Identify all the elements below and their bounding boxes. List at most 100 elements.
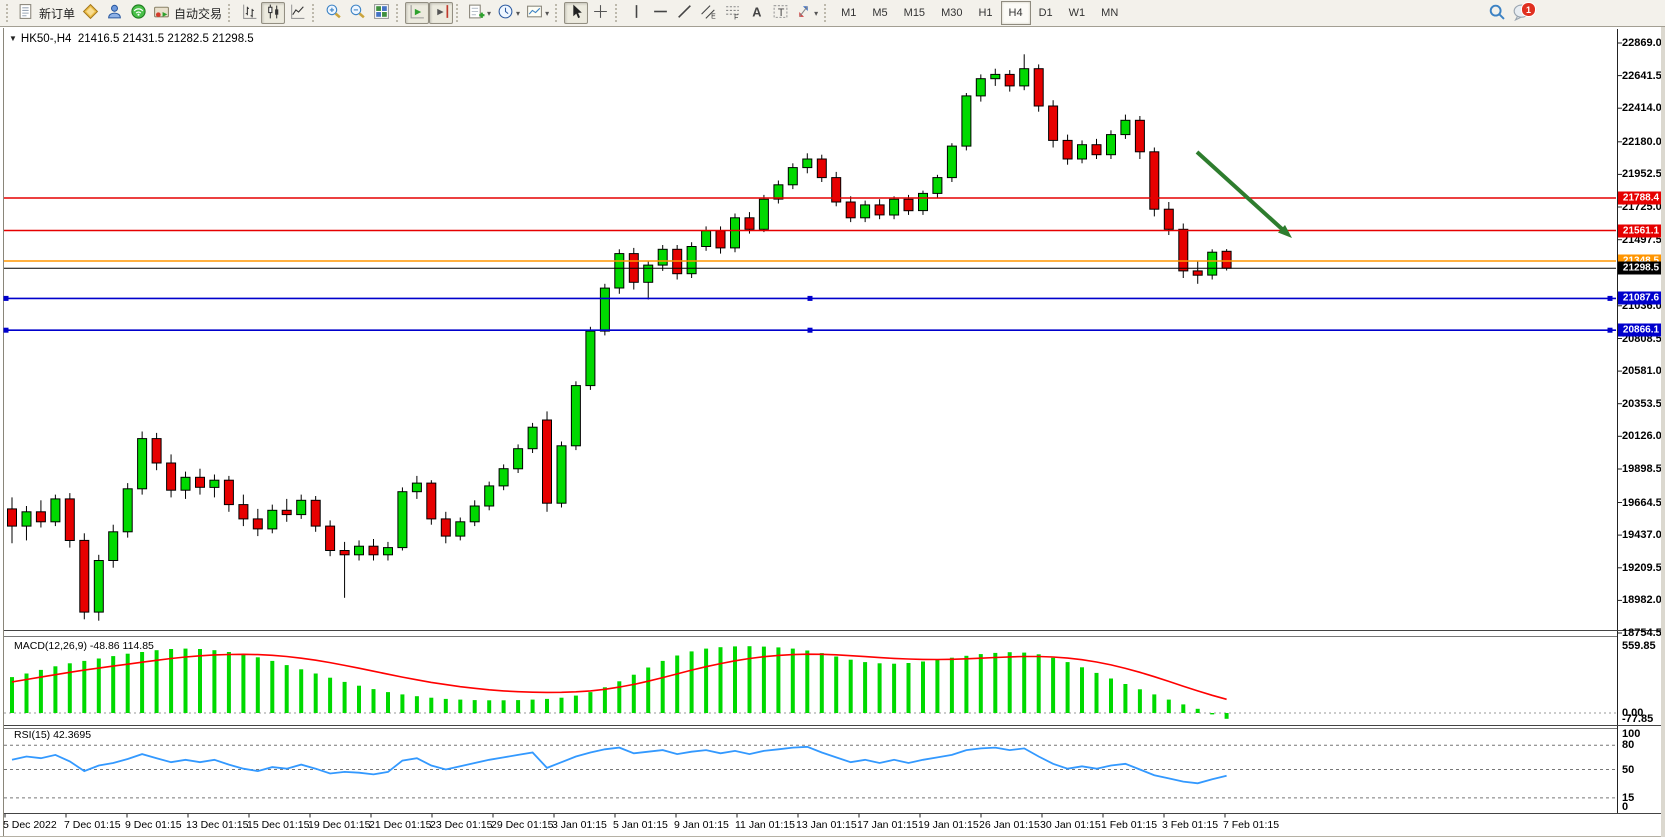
trendline-tool-button[interactable] bbox=[672, 2, 696, 24]
zoom-out-button[interactable] bbox=[345, 2, 369, 24]
price-axis-label: 20353.5 bbox=[1622, 397, 1662, 410]
chart-dropdown-icon[interactable]: ▼ bbox=[9, 34, 17, 43]
fibonacci-tool-button[interactable]: F bbox=[720, 2, 744, 24]
timeframe-M1[interactable]: M1 bbox=[841, 7, 857, 19]
timeframe-H4[interactable]: H4 bbox=[1000, 1, 1031, 25]
notifications-button[interactable]: 1 bbox=[1509, 2, 1536, 24]
timeframe-D1[interactable]: D1 bbox=[1038, 7, 1053, 19]
zoom-in-button[interactable] bbox=[321, 2, 345, 24]
market-watch-button[interactable] bbox=[102, 2, 126, 24]
timeframe-M30[interactable]: M30 bbox=[941, 7, 963, 19]
toolbar-grip[interactable] bbox=[396, 4, 401, 22]
time-axis-label: 7 Dec 01:15 bbox=[64, 819, 121, 831]
line-handle[interactable] bbox=[3, 295, 9, 301]
horizontal-line-tool-button[interactable] bbox=[648, 2, 672, 24]
periods-button[interactable]: ▾ bbox=[494, 2, 523, 24]
text-tool-button[interactable]: A bbox=[744, 2, 768, 24]
timeframe-M15[interactable]: M15 bbox=[903, 7, 926, 19]
equidistant-channel-icon: E bbox=[700, 3, 717, 23]
vertical-line-tool-button[interactable] bbox=[624, 2, 648, 24]
macd-scale-label: 0.00 bbox=[1622, 707, 1644, 719]
time-axis-label: 7 Feb 01:15 bbox=[1223, 819, 1280, 831]
fibonacci-icon: F bbox=[724, 3, 741, 23]
time-axis-label: 3 Jan 01:15 bbox=[552, 819, 607, 831]
autotrading-label: 自动交易 bbox=[174, 6, 223, 21]
bar-chart-button[interactable] bbox=[237, 2, 261, 24]
auto-scroll-button[interactable] bbox=[405, 2, 430, 24]
time-axis-label: 23 Dec 01:15 bbox=[430, 819, 493, 831]
channel-tool-button[interactable]: E bbox=[696, 2, 720, 24]
time-axis-label: 3 Feb 01:15 bbox=[1162, 819, 1219, 831]
arrows-tool-button[interactable]: ▾ bbox=[792, 2, 821, 24]
template-icon bbox=[526, 3, 543, 23]
timeframe-W1[interactable]: W1 bbox=[1068, 7, 1086, 19]
price-badge-20866.1: 20866.1 bbox=[1618, 323, 1664, 337]
price-axis-label: 18982.0 bbox=[1622, 594, 1662, 607]
new-chart-button[interactable]: ▾ bbox=[465, 2, 494, 24]
crosshair-button[interactable] bbox=[588, 2, 612, 24]
time-axis-label: 5 Jan 01:15 bbox=[613, 819, 668, 831]
timeframe-M5[interactable]: M5 bbox=[872, 7, 888, 19]
new-order-button[interactable]: 新订单 bbox=[15, 2, 78, 24]
text-label-tool-button[interactable]: T bbox=[768, 2, 792, 24]
line-chart-button[interactable] bbox=[285, 2, 309, 24]
time-axis-label: 9 Jan 01:15 bbox=[674, 819, 729, 831]
search-button[interactable] bbox=[1485, 2, 1509, 24]
toolbar-grip[interactable] bbox=[615, 4, 620, 22]
charts-button[interactable] bbox=[78, 2, 102, 24]
profile-icon bbox=[106, 3, 123, 23]
timeframe-MN[interactable]: MN bbox=[1101, 7, 1119, 19]
toolbar-grip[interactable] bbox=[824, 4, 829, 22]
signals-button[interactable] bbox=[126, 2, 150, 24]
trend-arrow-annotation[interactable] bbox=[1195, 150, 1292, 238]
trendline-icon bbox=[676, 3, 693, 23]
line-handle[interactable] bbox=[1607, 327, 1613, 333]
search-icon bbox=[1488, 3, 1506, 24]
dropdown-caret: ▾ bbox=[545, 8, 550, 18]
rsi-scale-label: 50 bbox=[1622, 763, 1635, 776]
candlestick-chart-button[interactable] bbox=[261, 2, 286, 24]
time-axis-label: 5 Dec 2022 bbox=[3, 819, 57, 831]
time-axis-label: 17 Jan 01:15 bbox=[857, 819, 918, 831]
price-axis-label: 19898.5 bbox=[1622, 463, 1662, 475]
toolbar-grip[interactable] bbox=[456, 4, 461, 22]
horizontal-level-lines[interactable] bbox=[3, 197, 1617, 333]
toolbar-grip[interactable] bbox=[228, 4, 233, 22]
timeframe-group: M1 M5 M15 M30 H1 H4 D1 W1 MN bbox=[833, 1, 1126, 25]
rsi-indicator bbox=[4, 744, 1616, 799]
cursor-button[interactable] bbox=[564, 2, 589, 24]
line-handle[interactable] bbox=[3, 327, 9, 333]
toolbar-grip[interactable] bbox=[6, 4, 11, 22]
line-handle[interactable] bbox=[807, 327, 813, 333]
zoom-out-icon bbox=[349, 3, 366, 23]
arrows-icon bbox=[795, 3, 812, 23]
line-handle[interactable] bbox=[807, 295, 813, 301]
line-handle[interactable] bbox=[1607, 295, 1613, 301]
auto-scroll-icon bbox=[409, 3, 426, 23]
gold-diamond-icon bbox=[82, 3, 99, 23]
price-axis-label: 19664.5 bbox=[1622, 496, 1662, 509]
tile-windows-button[interactable] bbox=[369, 2, 393, 24]
toolbar-grip[interactable] bbox=[555, 4, 560, 22]
crosshair-icon bbox=[592, 3, 609, 23]
price-axis-label: 21952.5 bbox=[1622, 168, 1662, 181]
price-axis-label: 19209.5 bbox=[1622, 561, 1662, 574]
rsi-scale-label: 100 bbox=[1622, 728, 1641, 740]
macd-label: MACD(12,26,9) -48.86 114.85 bbox=[14, 640, 154, 652]
time-axis-label: 1 Feb 01:15 bbox=[1101, 819, 1158, 831]
toolbar-grip[interactable] bbox=[312, 4, 317, 22]
rsi-line bbox=[11, 745, 1227, 785]
templates-button[interactable]: ▾ bbox=[523, 2, 552, 24]
price-axis-label: 22869.0 bbox=[1622, 37, 1662, 49]
window-right-edge bbox=[1661, 27, 1665, 837]
macd-signal-line bbox=[11, 653, 1227, 701]
new-order-label: 新订单 bbox=[39, 6, 76, 21]
price-badge-21298.5: 21298.5 bbox=[1618, 261, 1664, 275]
chart-shift-button[interactable] bbox=[429, 2, 454, 24]
autotrading-button[interactable]: 自动交易 bbox=[150, 2, 225, 24]
time-axis-label: 19 Jan 01:15 bbox=[918, 819, 979, 831]
candlestick-icon bbox=[265, 3, 282, 23]
timeframe-H1[interactable]: H1 bbox=[978, 7, 993, 19]
